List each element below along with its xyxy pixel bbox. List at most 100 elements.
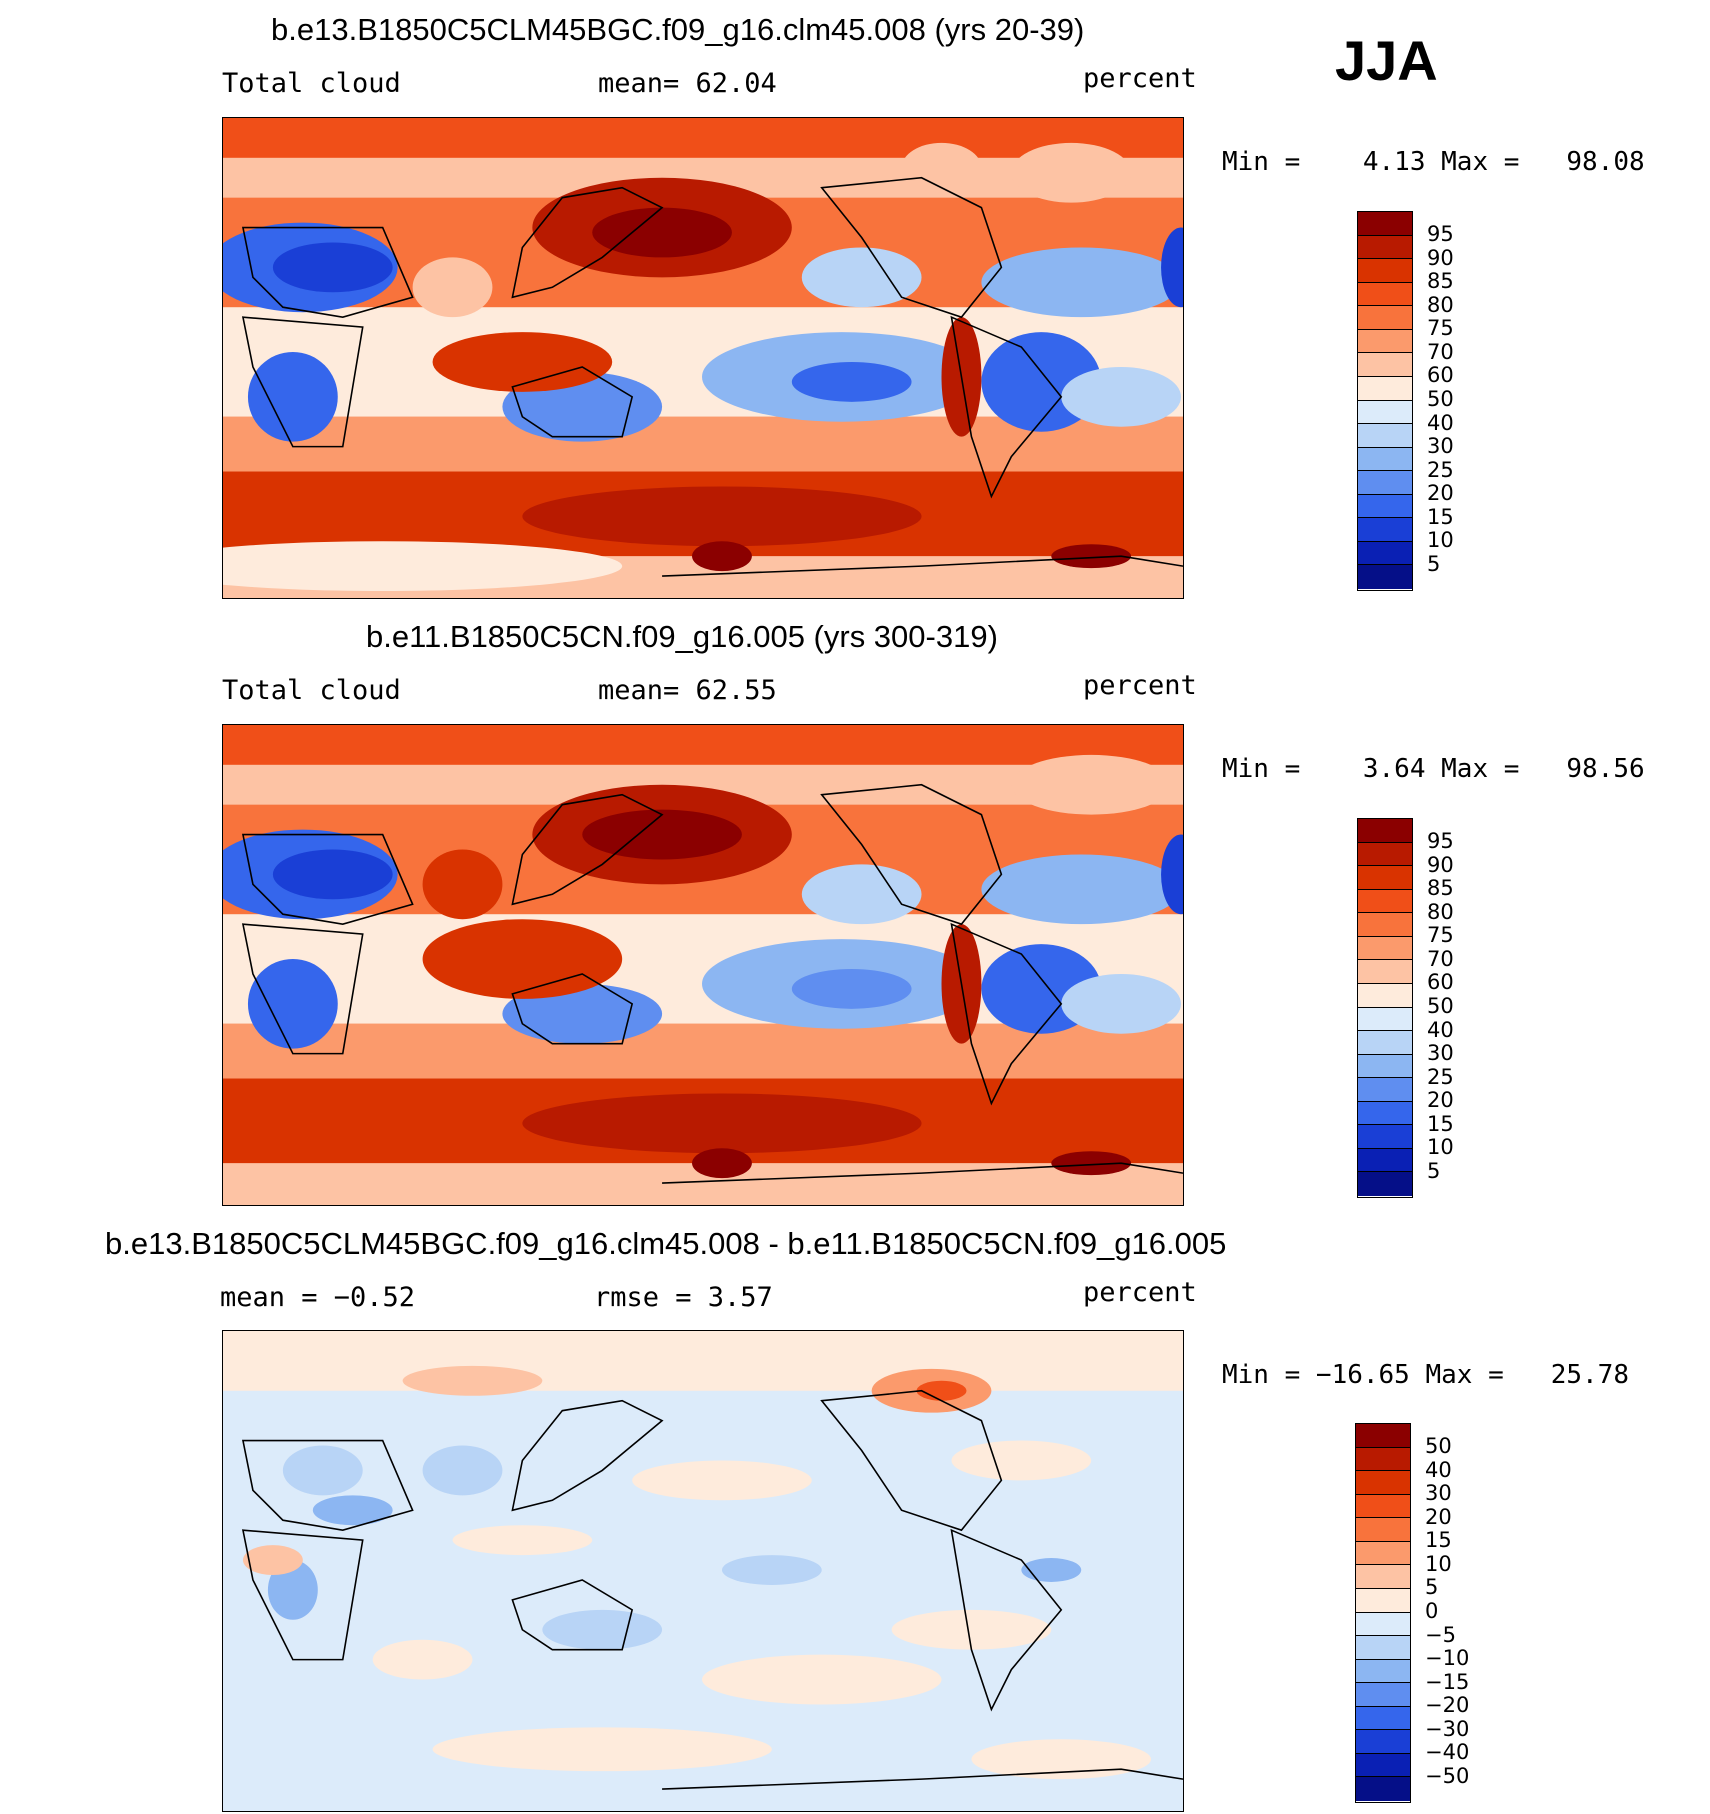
panel-1-mean: mean= 62.04 (598, 68, 777, 99)
colorbar-tick-label: 10 (1425, 1551, 1452, 1576)
colorbar-tick-label: 15 (1427, 504, 1454, 529)
panel-2-map (222, 724, 1184, 1206)
panel-1-title: b.e13.B1850C5CLM45BGC.f09_g16.clm45.008 … (271, 12, 1085, 47)
colorbar-swatch (1358, 518, 1412, 542)
colorbar-swatch (1358, 913, 1412, 937)
colorbar-tick-label: 40 (1427, 1017, 1454, 1042)
colorbar-swatch (1358, 212, 1412, 236)
panel-1-minmax: Min = 4.13 Max = 98.08 (1222, 147, 1645, 177)
colorbar-tick-label: 85 (1427, 269, 1454, 294)
colorbar-tick-label: 20 (1427, 481, 1454, 506)
colorbar-tick-label: 60 (1427, 970, 1454, 995)
colorbar-tick-label: 30 (1427, 434, 1454, 459)
panel-3-colorbar-labels: 50 40 30 20 15 10 5 0 −5 −10 −15 −20 −30 −40 −50 (1425, 1435, 1495, 1795)
colorbar-swatch (1358, 866, 1412, 890)
colorbar-swatch (1358, 235, 1412, 260)
colorbar-tick-label: 25 (1427, 1064, 1454, 1089)
panel-2-colorbar-labels: 95 90 85 80 75 70 60 50 40 30 25 20 15 10 5 (1427, 830, 1487, 1190)
colorbar-swatch (1358, 1078, 1412, 1102)
colorbar-swatch (1358, 960, 1412, 984)
panel-2-colorbar (1357, 818, 1413, 1198)
colorbar-tick-label: 25 (1427, 457, 1454, 482)
season-label: JJA (1335, 29, 1438, 92)
colorbar-tick-label: 10 (1427, 528, 1454, 553)
colorbar-swatch (1358, 936, 1412, 961)
colorbar-tick-label: 20 (1427, 1088, 1454, 1113)
colorbar-swatch (1356, 1447, 1410, 1472)
colorbar-swatch (1356, 1636, 1410, 1660)
colorbar-swatch (1358, 565, 1412, 589)
panel-2-mean: mean= 62.55 (598, 675, 777, 706)
panel-3-rmse: rmse = 3.57 (594, 1282, 773, 1313)
colorbar-swatch (1358, 819, 1412, 843)
colorbar-tick-label: −30 (1425, 1716, 1470, 1741)
colorbar-swatch (1358, 306, 1412, 330)
colorbar-tick-label: 85 (1427, 876, 1454, 901)
colorbar-swatch (1358, 353, 1412, 377)
colorbar-swatch (1358, 400, 1412, 425)
panel-1-colorbar (1357, 211, 1413, 591)
colorbar-swatch (1358, 447, 1412, 472)
colorbar-tick-label: −20 (1425, 1693, 1470, 1718)
colorbar-tick-label: 95 (1427, 222, 1454, 246)
colorbar-swatch (1356, 1588, 1410, 1613)
colorbar-tick-label: 80 (1427, 899, 1454, 924)
colorbar-tick-label: 60 (1427, 363, 1454, 388)
colorbar-swatch (1358, 494, 1412, 519)
colorbar-swatch (1356, 1612, 1410, 1637)
colorbar-tick-label: 15 (1427, 1111, 1454, 1136)
panel-2-minmax: Min = 3.64 Max = 98.56 (1222, 754, 1645, 784)
panel-3-minmax: Min = −16.65 Max = 25.78 (1222, 1360, 1629, 1390)
colorbar-swatch (1358, 1007, 1412, 1032)
colorbar-swatch (1356, 1565, 1410, 1589)
colorbar-swatch (1356, 1659, 1410, 1684)
panel-3-mean: mean = −0.52 (220, 1282, 416, 1313)
colorbar-tick-label: 20 (1425, 1504, 1452, 1529)
colorbar-tick-label: 10 (1427, 1135, 1454, 1160)
colorbar-tick-label: 80 (1427, 292, 1454, 317)
colorbar-swatch (1356, 1471, 1410, 1495)
panel-3-colorbar (1355, 1423, 1411, 1803)
colorbar-tick-label: −40 (1425, 1740, 1470, 1765)
panel-3-title: b.e13.B1850C5CLM45BGC.f09_g16.clm45.008 … (105, 1226, 1227, 1261)
colorbar-tick-label: 5 (1427, 551, 1441, 576)
colorbar-tick-label: 75 (1427, 923, 1454, 948)
colorbar-swatch (1358, 424, 1412, 448)
colorbar-swatch (1356, 1541, 1410, 1566)
colorbar-swatch (1358, 1125, 1412, 1149)
colorbar-swatch (1356, 1683, 1410, 1707)
colorbar-tick-label: −5 (1425, 1622, 1456, 1647)
colorbar-swatch (1358, 889, 1412, 914)
colorbar-swatch (1356, 1518, 1410, 1542)
colorbar-tick-label: −10 (1425, 1646, 1470, 1671)
colorbar-tick-label: 30 (1427, 1041, 1454, 1066)
colorbar-swatch (1358, 282, 1412, 307)
colorbar-tick-label: 5 (1427, 1158, 1441, 1183)
panel-1-map (222, 117, 1184, 599)
colorbar-tick-label: 30 (1425, 1481, 1452, 1506)
colorbar-swatch (1358, 471, 1412, 495)
colorbar-swatch (1358, 1172, 1412, 1196)
colorbar-tick-label: −50 (1425, 1763, 1470, 1788)
panel-3-units: percent (1083, 1277, 1197, 1308)
colorbar-swatch (1358, 1054, 1412, 1079)
panel-3-map (222, 1330, 1184, 1812)
panel-1-variable: Total cloud (222, 68, 401, 99)
colorbar-tick-label: 70 (1427, 339, 1454, 364)
colorbar-swatch (1356, 1494, 1410, 1519)
panel-2-variable: Total cloud (222, 675, 401, 706)
colorbar-swatch (1358, 376, 1412, 401)
colorbar-tick-label: 40 (1425, 1457, 1452, 1482)
colorbar-tick-label: −15 (1425, 1669, 1470, 1694)
colorbar-swatch (1358, 983, 1412, 1008)
colorbar-tick-label: 50 (1427, 386, 1454, 411)
colorbar-swatch (1358, 1031, 1412, 1055)
colorbar-tick-label: 15 (1425, 1528, 1452, 1553)
colorbar-tick-label: 70 (1427, 946, 1454, 971)
panel-2-title: b.e11.B1850C5CN.f09_g16.005 (yrs 300-319… (366, 619, 998, 654)
colorbar-swatch (1358, 329, 1412, 354)
colorbar-swatch (1356, 1777, 1410, 1801)
colorbar-swatch (1356, 1424, 1410, 1448)
colorbar-tick-label: 90 (1427, 852, 1454, 877)
colorbar-tick-label: 95 (1427, 829, 1454, 853)
